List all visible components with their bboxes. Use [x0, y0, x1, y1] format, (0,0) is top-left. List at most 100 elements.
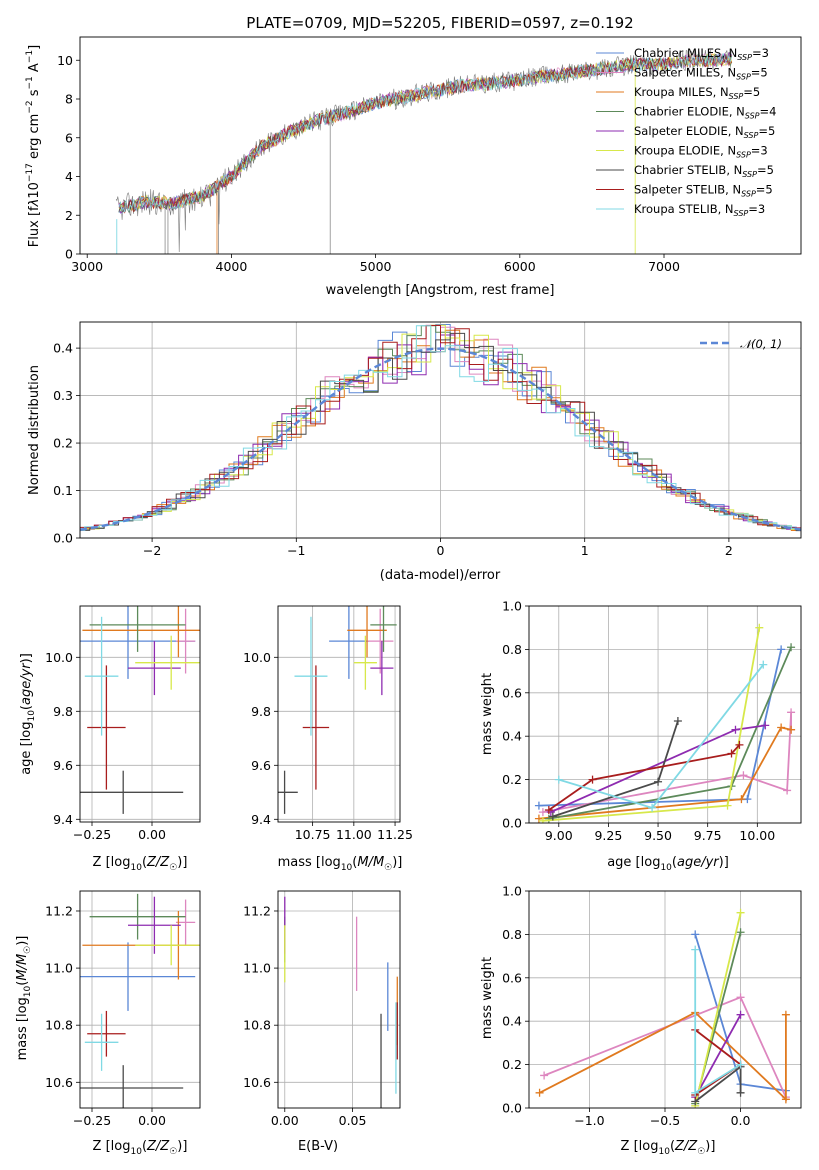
y-tick-label: 4	[65, 169, 73, 184]
mass-weight-line-salpeter-stelib	[548, 744, 741, 811]
legend-entry: Kroupa ELODIE, NSSP=3	[634, 144, 768, 160]
y-tick-label: 11.0	[45, 961, 73, 976]
legend-entry: Salpeter ELODIE, NSSP=5	[634, 124, 775, 140]
p1-xlabel: Z [log10(Z/Z☉)]	[93, 855, 188, 873]
mass-weight-line-kroupa-elodie	[694, 912, 742, 1107]
mass-weight-line-salpeter-elodie	[694, 1014, 742, 1098]
mass-weight-point-chabrier-stelib	[654, 777, 663, 786]
residual-histogram: −2 −1 0 1 2 0.0 0.1 0.2 0.3 0.4	[53, 321, 802, 558]
histogram-ylabel: Normed distribution	[27, 365, 42, 495]
spectrum-ylabel: Flux [fλ10−17 erg cm−2 s−1 A−1]	[25, 45, 42, 247]
legend-entry: Chabrier STELIB, NSSP=5	[634, 163, 774, 179]
x-tick-label: 0.00	[138, 1113, 166, 1128]
spectrum-plot: 3000 4000 5000 6000 7000 0 2 4 6 8 10	[57, 36, 802, 274]
legend-entry: Chabrier ELODIE, NSSP=4	[634, 105, 776, 121]
mass-weight-point-chabrier-miles	[777, 645, 786, 654]
x-tick-label: 2	[725, 543, 733, 558]
mass-weight-point-salpeter-stelib	[544, 805, 553, 814]
y-tick-label: 10.8	[45, 1018, 73, 1033]
mass-weight-point-kroupa-miles	[737, 795, 746, 804]
p3-xlabel: age [log10(age/yr)]	[607, 855, 729, 873]
x-tick-label: −1	[287, 543, 305, 558]
mass-weight-point-salpeter-stelib	[588, 775, 597, 784]
y-tick-label: 0.4	[502, 729, 522, 744]
y-tick-label: 10.0	[45, 650, 73, 665]
mass-weight-point-salpeter-miles	[783, 786, 792, 795]
y-tick-label: 0.0	[502, 816, 522, 831]
y-tick-label: 10.6	[243, 1075, 271, 1090]
mass-vs-ebv-plot: 0.00 0.05 10.6 10.8 11.0 11.2	[243, 890, 401, 1128]
x-tick-label: 0	[437, 543, 445, 558]
x-tick-label: −1.0	[574, 1113, 604, 1128]
y-tick-label: 10.0	[243, 650, 271, 665]
y-tick-label: 11.0	[243, 961, 271, 976]
legend-entry: Kroupa STELIB, NSSP=3	[634, 202, 765, 218]
histogram-legend: 𝒩(0, 1)	[700, 337, 782, 351]
y-tick-label: 0.0	[502, 1101, 522, 1116]
y-tick-label: 0.4	[53, 341, 73, 356]
legend-entry: Salpeter MILES, NSSP=5	[634, 66, 768, 82]
mass-weight-point-kroupa-miles	[787, 725, 796, 734]
mass-weight-point-salpeter-miles	[540, 1071, 549, 1080]
y-tick-label: 9.4	[251, 812, 271, 827]
y-tick-label: 8	[65, 92, 73, 107]
axes-frame	[277, 605, 401, 823]
mass-weight-point-kroupa-stelib	[554, 775, 563, 784]
y-tick-label: 0.2	[53, 436, 73, 451]
mass-weight-point-chabrier-elodie	[736, 928, 745, 937]
mass-weight-line-kroupa-miles	[539, 1011, 787, 1102]
axes-frame	[79, 605, 201, 823]
x-tick-label: −0.25	[73, 827, 111, 842]
y-tick-label: 6	[65, 130, 73, 145]
age-vs-mass-plot: 10.75 11.00 11.25 9.4 9.6 9.8 10.0	[243, 605, 413, 842]
x-tick-label: 0.00	[138, 827, 166, 842]
mass-weight-point-kroupa-stelib	[759, 660, 768, 669]
mass-weight-point-chabrier-elodie	[787, 643, 796, 652]
mass-weight-point-salpeter-miles	[787, 708, 796, 717]
x-tick-label: 9.00	[545, 828, 573, 843]
histogram-kroupa-stelib	[80, 325, 801, 531]
y-tick-label: 1.0	[502, 884, 522, 899]
mass-weight-point-chabrier-stelib	[736, 1088, 745, 1097]
age-vs-metallicity-plot: −0.25 0.00 9.4 9.6 9.8 10.0	[45, 605, 201, 842]
axes-frame	[528, 605, 802, 824]
legend-entry: Chabrier MILES, NSSP=3	[634, 46, 769, 62]
mass-weight-point-salpeter-miles	[538, 808, 547, 817]
y-tick-label: 9.8	[251, 704, 271, 719]
mass-weight-vs-metallicity-plot: −1.0 −0.5 0.0 0.0 0.2 0.4 0.6 0.8 1.0	[502, 884, 802, 1128]
y-tick-label: 0.8	[502, 642, 522, 657]
mass-weight-point-chabrier-miles	[691, 930, 700, 939]
mass-weight-point-kroupa-stelib	[648, 803, 657, 812]
mass-weight-point-kroupa-miles	[781, 1095, 790, 1104]
axes-frame	[79, 321, 802, 539]
x-tick-label: 11.25	[377, 827, 413, 842]
y-tick-label: 0.6	[502, 970, 522, 985]
x-tick-label: 0.0	[731, 1113, 751, 1128]
mass-weight-point-salpeter-elodie	[731, 725, 740, 734]
x-tick-label: 10.75	[295, 827, 331, 842]
y-tick-label: 11.2	[45, 903, 73, 918]
y-tick-label: 9.6	[53, 758, 73, 773]
model-spectrum-kroupa-stelib	[118, 53, 733, 213]
x-tick-label: 4000	[216, 259, 248, 274]
mass-weight-line-kroupa-miles	[538, 726, 792, 820]
y-tick-label: 0.8	[502, 927, 522, 942]
mass-weight-point-kroupa-miles	[777, 723, 786, 732]
model-spectrum-salpeter-stelib	[118, 55, 733, 214]
spectrum-xlabel: wavelength [Angstrom, rest frame]	[326, 283, 555, 298]
x-tick-label: 5000	[360, 259, 392, 274]
axes-frame	[528, 890, 802, 1109]
x-tick-label: 6000	[504, 259, 536, 274]
y-tick-label: 10.6	[45, 1075, 73, 1090]
x-tick-label: 9.25	[594, 828, 622, 843]
mass-weight-point-kroupa-elodie	[755, 623, 764, 632]
x-tick-label: 7000	[648, 259, 680, 274]
mass-weight-point-kroupa-stelib	[691, 945, 700, 954]
y-tick-label: 11.2	[243, 903, 271, 918]
x-tick-label: −2	[143, 543, 161, 558]
x-tick-label: 3000	[71, 259, 103, 274]
mass-weight-point-salpeter-stelib	[727, 749, 736, 758]
mass-weight-point-salpeter-miles	[739, 771, 748, 780]
y-tick-label: 9.4	[53, 812, 73, 827]
